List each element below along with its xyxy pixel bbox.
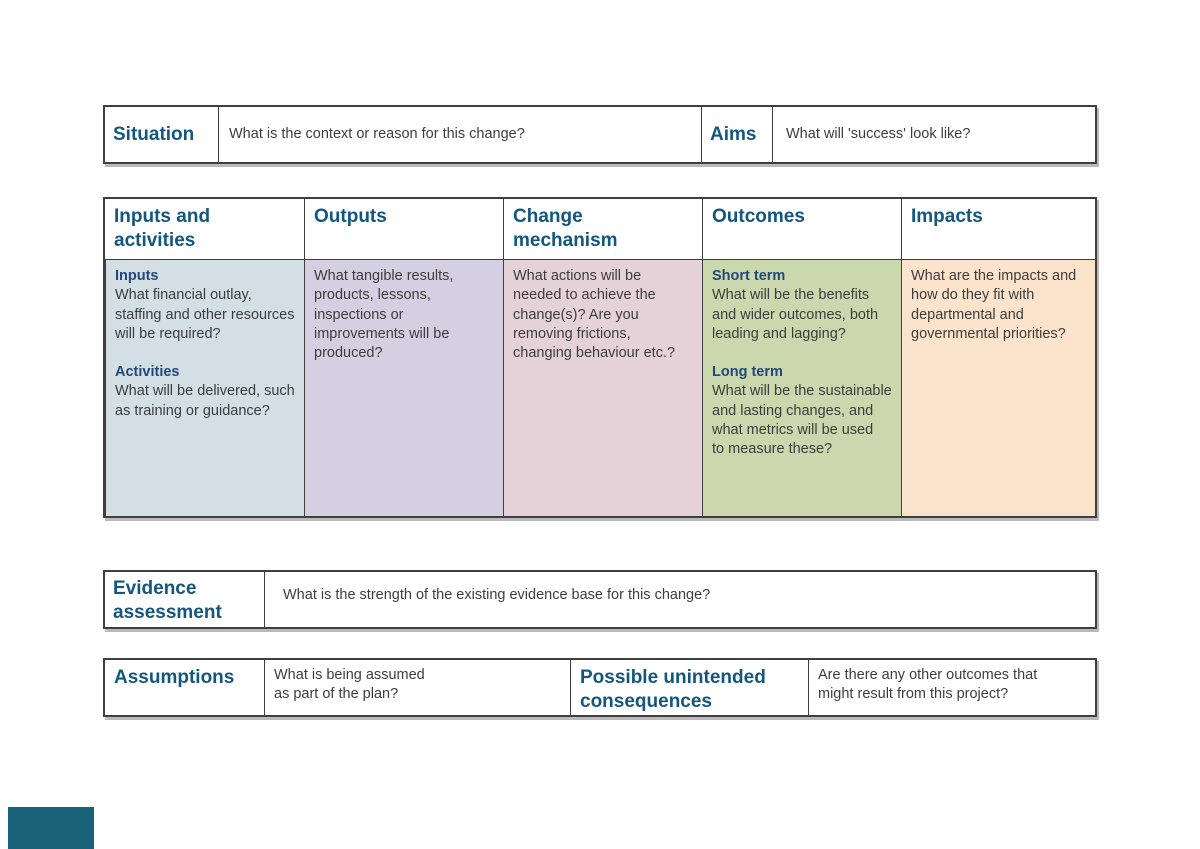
outcomes-cell: Short term What will be the benefits and… <box>702 260 901 516</box>
evidence-assessment-table: Evidence assessment What is the strength… <box>103 570 1097 629</box>
change-mechanism-cell: What actions will be needed to achieve t… <box>503 260 702 516</box>
aims-question: What will 'success' look like? <box>772 107 1095 162</box>
change-mechanism-question: What actions will be needed to achieve t… <box>513 268 676 362</box>
inputs-question: What financial outlay, staffing and othe… <box>115 287 295 342</box>
aims-label: Aims <box>701 107 772 162</box>
evidence-assessment-question: What is the strength of the existing evi… <box>264 572 1095 627</box>
possible-unintended-consequences-question: Are there any other outcomes that might … <box>808 660 1095 715</box>
possible-unintended-consequences-label: Possible unintended consequences <box>570 660 808 715</box>
column-header-change-mechanism: Change mechanism <box>503 199 702 260</box>
long-term-subheading: Long term <box>712 364 783 381</box>
assumptions-table: Assumptions What is being assumed as par… <box>103 658 1097 717</box>
column-header-impacts: Impacts <box>901 199 1095 260</box>
situation-label: Situation <box>113 123 195 145</box>
assumptions-label: Assumptions <box>114 667 235 688</box>
situation-question: What is the context or reason for this c… <box>218 107 701 162</box>
column-header-outcomes: Outcomes <box>702 199 901 260</box>
situation-aims-table: Situation What is the context or reason … <box>103 105 1097 164</box>
long-term-question: What will be the sustainable and lasting… <box>712 383 892 458</box>
outputs-cell: What tangible results, products, lessons… <box>304 260 503 516</box>
activities-subheading: Activities <box>115 364 180 381</box>
column-header-outputs: Outputs <box>304 199 503 260</box>
assumptions-question: What is being assumed as part of the pla… <box>264 660 570 715</box>
column-header-inputs-activities: Inputs and activities <box>105 199 304 260</box>
impacts-question: What are the impacts and how do they fit… <box>911 268 1077 342</box>
evidence-assessment-label: Evidence assessment <box>113 578 222 623</box>
short-term-subheading: Short term <box>712 268 786 284</box>
inputs-subheading: Inputs <box>115 268 159 284</box>
short-term-question: What will be the benefits and wider outc… <box>712 287 879 342</box>
impacts-cell: What are the impacts and how do they fit… <box>901 260 1095 516</box>
inputs-activities-cell: Inputs What financial outlay, staffing a… <box>105 260 304 516</box>
outputs-question: What tangible results, products, lessons… <box>314 268 454 362</box>
teal-corner-accent-block <box>8 807 94 849</box>
activities-question: What will be delivered, such as training… <box>115 383 295 419</box>
logic-model-table: Inputs and activities Outputs Change mec… <box>103 197 1097 518</box>
